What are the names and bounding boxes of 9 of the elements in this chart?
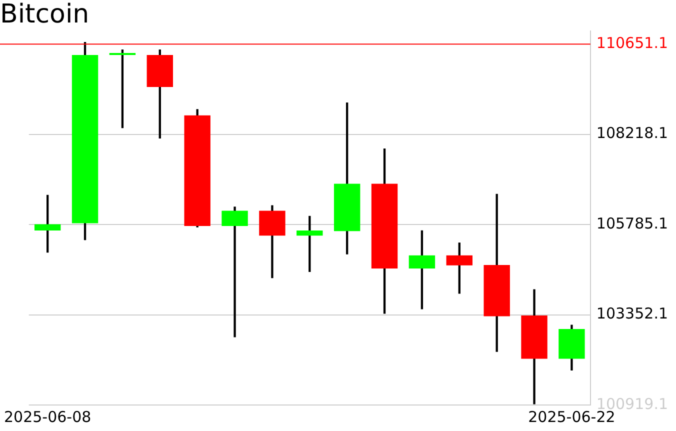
y-tick-label: 103352.1: [596, 304, 668, 323]
y-tick-label: 105785.1: [596, 214, 668, 232]
chart-title: Bitcoin: [0, 0, 90, 30]
candlestick: [109, 49, 136, 128]
candlestick: [222, 206, 248, 338]
x-tick-label: 2025-06-22: [528, 408, 616, 426]
x-tick-label: 2025-06-08: [4, 408, 92, 426]
y-tick-label: 108218.1: [596, 124, 668, 142]
ref-line-label: 110651.1: [596, 34, 668, 52]
